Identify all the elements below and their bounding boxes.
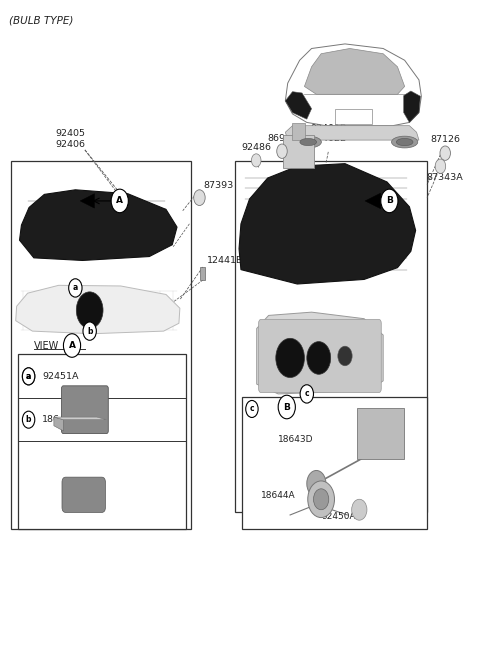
FancyBboxPatch shape — [291, 123, 305, 140]
Polygon shape — [16, 285, 180, 334]
Text: 87343A: 87343A — [427, 173, 464, 182]
Ellipse shape — [295, 136, 322, 148]
FancyBboxPatch shape — [283, 135, 314, 168]
Polygon shape — [285, 92, 312, 119]
Text: A: A — [69, 341, 75, 350]
Circle shape — [69, 279, 82, 297]
Text: VIEW: VIEW — [34, 340, 59, 351]
Circle shape — [23, 411, 35, 428]
Circle shape — [307, 342, 331, 374]
Ellipse shape — [300, 139, 317, 146]
FancyBboxPatch shape — [18, 354, 186, 529]
Circle shape — [246, 401, 258, 417]
Circle shape — [277, 144, 287, 158]
FancyBboxPatch shape — [259, 319, 381, 393]
Text: (BULB TYPE): (BULB TYPE) — [9, 16, 73, 26]
FancyBboxPatch shape — [62, 477, 106, 512]
Polygon shape — [239, 164, 416, 284]
FancyBboxPatch shape — [335, 108, 372, 124]
Circle shape — [313, 489, 329, 510]
FancyBboxPatch shape — [242, 397, 427, 529]
Text: b: b — [26, 415, 31, 424]
Text: 18643D: 18643D — [278, 434, 313, 443]
Circle shape — [252, 154, 261, 167]
Text: 86910: 86910 — [267, 134, 297, 143]
Circle shape — [440, 146, 450, 160]
Circle shape — [194, 190, 205, 206]
FancyBboxPatch shape — [358, 407, 404, 459]
Circle shape — [435, 159, 446, 173]
Circle shape — [276, 338, 304, 378]
Text: B: B — [386, 196, 393, 206]
Circle shape — [352, 499, 367, 520]
Text: c: c — [304, 390, 309, 398]
Polygon shape — [404, 91, 420, 122]
Circle shape — [381, 189, 398, 213]
Text: 92451A: 92451A — [42, 372, 78, 381]
FancyBboxPatch shape — [235, 161, 427, 512]
Text: a: a — [26, 372, 31, 381]
Circle shape — [300, 385, 313, 403]
FancyBboxPatch shape — [61, 386, 108, 434]
Circle shape — [23, 368, 35, 385]
Circle shape — [83, 322, 96, 340]
Text: a: a — [73, 283, 78, 292]
Polygon shape — [54, 417, 63, 431]
Polygon shape — [365, 193, 381, 209]
Text: 87126: 87126 — [430, 135, 460, 144]
Circle shape — [338, 346, 352, 366]
Text: a: a — [26, 372, 31, 381]
Circle shape — [63, 334, 81, 357]
Text: A: A — [116, 196, 123, 206]
FancyBboxPatch shape — [200, 267, 205, 280]
Text: 12441B: 12441B — [206, 256, 243, 265]
Text: 18644A: 18644A — [261, 491, 295, 500]
Polygon shape — [257, 312, 383, 394]
Polygon shape — [54, 417, 107, 420]
Text: 92486: 92486 — [241, 143, 271, 152]
Polygon shape — [80, 194, 95, 208]
Circle shape — [278, 396, 295, 419]
Text: 87393: 87393 — [204, 181, 234, 191]
Circle shape — [308, 481, 335, 518]
Text: c: c — [250, 405, 254, 413]
Text: 92405
92406: 92405 92406 — [56, 129, 85, 148]
Text: B: B — [283, 403, 290, 411]
Polygon shape — [285, 125, 419, 140]
Circle shape — [111, 189, 128, 213]
Polygon shape — [304, 49, 405, 95]
Text: b: b — [87, 327, 93, 336]
Circle shape — [76, 292, 103, 328]
Ellipse shape — [392, 136, 418, 148]
FancyBboxPatch shape — [12, 161, 192, 529]
Polygon shape — [20, 190, 177, 260]
Circle shape — [307, 470, 326, 497]
Circle shape — [23, 368, 35, 385]
Ellipse shape — [396, 139, 413, 146]
Text: VIEW: VIEW — [250, 402, 275, 412]
Text: 18643D: 18643D — [42, 415, 79, 424]
Text: 92401B
92402B: 92401B 92402B — [310, 124, 347, 143]
Text: 92450A: 92450A — [321, 512, 356, 522]
